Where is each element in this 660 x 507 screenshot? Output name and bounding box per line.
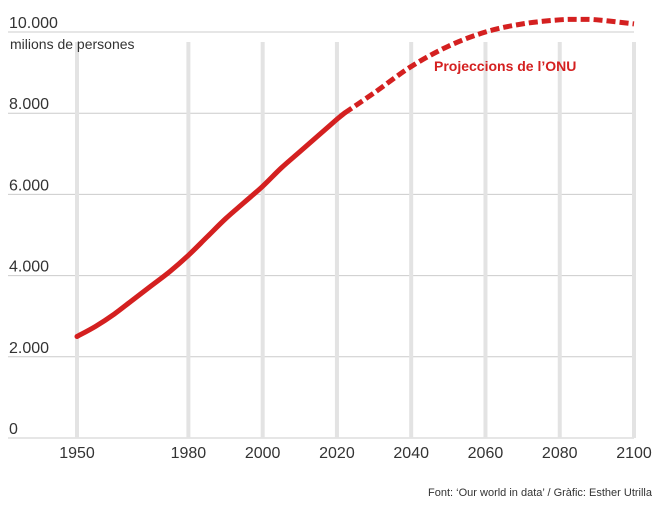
x-tick-label: 1980 bbox=[171, 445, 207, 462]
x-tick-label: 2100 bbox=[616, 445, 652, 462]
projection-line bbox=[342, 16, 635, 116]
historical-line bbox=[74, 110, 347, 339]
y-tick-label: 4.000 bbox=[9, 259, 49, 276]
x-tick-label: 2060 bbox=[468, 445, 504, 462]
y-tick-label: 8.000 bbox=[9, 96, 49, 113]
y-tick-label: 10.000 bbox=[9, 15, 58, 32]
source-credit: Font: ‘Our world in data’ / Gràfic: Esth… bbox=[428, 487, 652, 499]
x-tick-label: 2020 bbox=[319, 445, 355, 462]
x-tick-label: 2000 bbox=[245, 445, 281, 462]
y-tick-label: 2.000 bbox=[9, 340, 49, 357]
y-axis-unit-label: milions de persones bbox=[10, 36, 135, 52]
y-gridlines bbox=[8, 31, 634, 439]
x-tick-label: 2040 bbox=[393, 445, 429, 462]
series-lines bbox=[74, 16, 635, 339]
projection-annotation: Projeccions de l’ONU bbox=[434, 58, 576, 74]
x-tick-labels: 1950 1980 2000 2020 2040 2060 2080 2100 bbox=[59, 445, 652, 462]
x-gridlines bbox=[75, 42, 636, 438]
y-tick-labels: 0 2.000 4.000 6.000 8.000 10.000 bbox=[9, 15, 58, 438]
x-tick-label: 1950 bbox=[59, 445, 95, 462]
x-tick-label: 2080 bbox=[542, 445, 578, 462]
y-tick-label: 6.000 bbox=[9, 177, 49, 194]
y-tick-label: 0 bbox=[9, 421, 18, 438]
